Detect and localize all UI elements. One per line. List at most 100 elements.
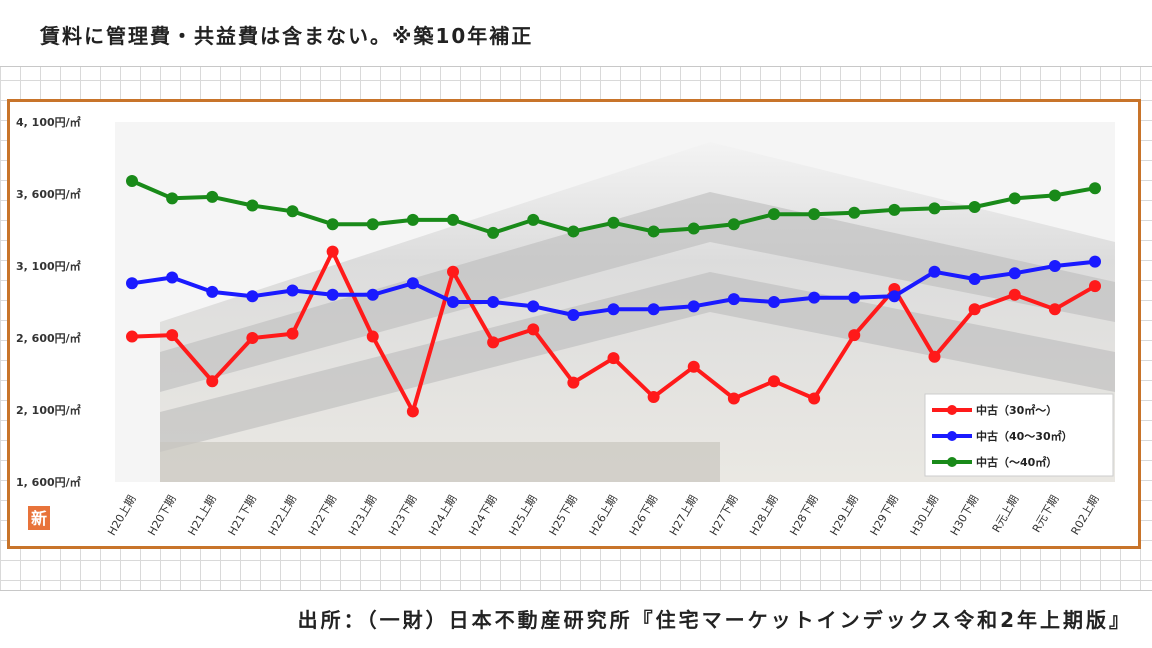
y-tick-label: 4, 100円/㎡ — [16, 115, 81, 129]
data-point — [968, 200, 981, 213]
data-point — [406, 213, 419, 226]
y-tick-label: 1, 600円/㎡ — [16, 475, 81, 489]
data-point — [647, 391, 660, 404]
x-tick-label: R元下期 — [1030, 493, 1062, 535]
data-point — [447, 265, 459, 278]
data-point — [487, 226, 500, 239]
data-point — [286, 284, 299, 297]
data-point — [647, 225, 660, 238]
data-point — [607, 352, 620, 365]
series-group — [126, 175, 1101, 418]
x-tick-label: H29下期 — [868, 493, 901, 538]
new-badge: 新 — [28, 506, 50, 530]
data-point — [527, 323, 540, 336]
chart-frame: 4, 100円/㎡ 3, 600円/㎡ 3, 100円/㎡ 2, 600円/㎡ 2, 1… — [7, 99, 1141, 549]
data-point — [968, 272, 981, 285]
data-point — [808, 392, 821, 405]
x-tick-label: H26下期 — [627, 493, 660, 538]
x-tick-label: H22上期 — [266, 493, 299, 538]
data-point — [366, 330, 379, 343]
data-point — [166, 271, 179, 284]
legend-label: 中古（～40㎡） — [976, 455, 1057, 469]
x-tick-label: H21下期 — [226, 493, 259, 538]
source-note: 出所：（一財）日本不動産研究所『住宅マーケットインデックス令和2年上期版』 — [297, 608, 1132, 632]
data-point — [727, 218, 740, 231]
data-point — [928, 265, 941, 278]
data-point — [687, 222, 700, 235]
data-point — [166, 329, 179, 342]
data-point — [848, 329, 861, 342]
data-point — [406, 405, 419, 418]
data-point — [768, 375, 780, 388]
x-tick-label: R02上期 — [1069, 493, 1102, 537]
data-point — [687, 300, 700, 313]
data-point — [567, 308, 580, 321]
data-point — [206, 190, 219, 203]
header-note: 賃料に管理費・共益費は含まない。※築10年補正 — [40, 24, 534, 48]
data-point — [727, 293, 740, 306]
legend-marker — [947, 405, 957, 415]
data-point — [366, 288, 379, 301]
data-point — [1008, 192, 1021, 205]
data-point — [326, 288, 339, 301]
data-point — [1008, 267, 1021, 280]
data-point — [888, 203, 901, 216]
legend-marker — [947, 457, 957, 467]
data-point — [848, 206, 861, 219]
data-point — [808, 208, 821, 221]
legend-label: 中古（30㎡～） — [976, 403, 1057, 417]
data-point — [527, 213, 540, 226]
legend: 中古（30㎡～） 中古（40～30㎡） 中古（～40㎡） — [924, 393, 1114, 477]
data-point — [607, 216, 620, 229]
data-point — [406, 277, 419, 290]
data-point — [246, 332, 259, 344]
data-point — [1089, 280, 1101, 293]
data-point — [1048, 189, 1061, 202]
data-point — [848, 291, 861, 304]
x-tick-label: H28下期 — [787, 493, 820, 538]
data-point — [326, 218, 339, 231]
data-point — [567, 376, 580, 389]
data-point — [687, 360, 700, 373]
x-tick-label: H24下期 — [466, 493, 499, 538]
x-tick-label: H23下期 — [386, 493, 419, 538]
x-tick-label: H30下期 — [948, 493, 981, 538]
data-point — [206, 375, 219, 388]
data-point — [366, 218, 379, 231]
x-tick-label: H25下期 — [547, 493, 580, 538]
data-point — [968, 303, 981, 316]
data-point — [768, 208, 780, 221]
data-point — [1008, 288, 1021, 301]
data-point — [126, 175, 138, 188]
data-point — [447, 213, 459, 226]
data-point — [1089, 182, 1101, 195]
legend-marker — [947, 431, 957, 441]
x-tick-label: H24上期 — [426, 493, 459, 538]
x-tick-label: H26上期 — [587, 493, 620, 538]
header-band — [0, 0, 1152, 67]
data-point — [567, 225, 580, 238]
data-point — [246, 290, 259, 303]
data-point — [928, 202, 941, 215]
x-tick-label: H21上期 — [185, 493, 218, 538]
data-point — [126, 330, 138, 343]
new-badge-label: 新 — [31, 509, 47, 528]
data-point — [527, 300, 540, 313]
data-point — [1048, 260, 1061, 272]
data-point — [286, 327, 299, 340]
y-tick-label: 3, 100円/㎡ — [16, 259, 81, 273]
x-tick-label: H30上期 — [908, 493, 941, 538]
x-tick-label: H27下期 — [707, 493, 740, 538]
data-point — [286, 205, 299, 218]
footer-band — [0, 590, 1152, 648]
data-point — [888, 290, 901, 303]
x-tick-label: H22下期 — [306, 493, 339, 538]
data-point — [1089, 255, 1101, 268]
y-tick-label: 2, 600円/㎡ — [16, 331, 81, 345]
x-tick-label: H20下期 — [145, 493, 178, 538]
data-point — [808, 291, 821, 304]
x-tick-label: H23上期 — [346, 493, 379, 538]
data-point — [1048, 303, 1061, 316]
data-point — [647, 303, 660, 316]
legend-label: 中古（40～30㎡） — [976, 429, 1073, 443]
